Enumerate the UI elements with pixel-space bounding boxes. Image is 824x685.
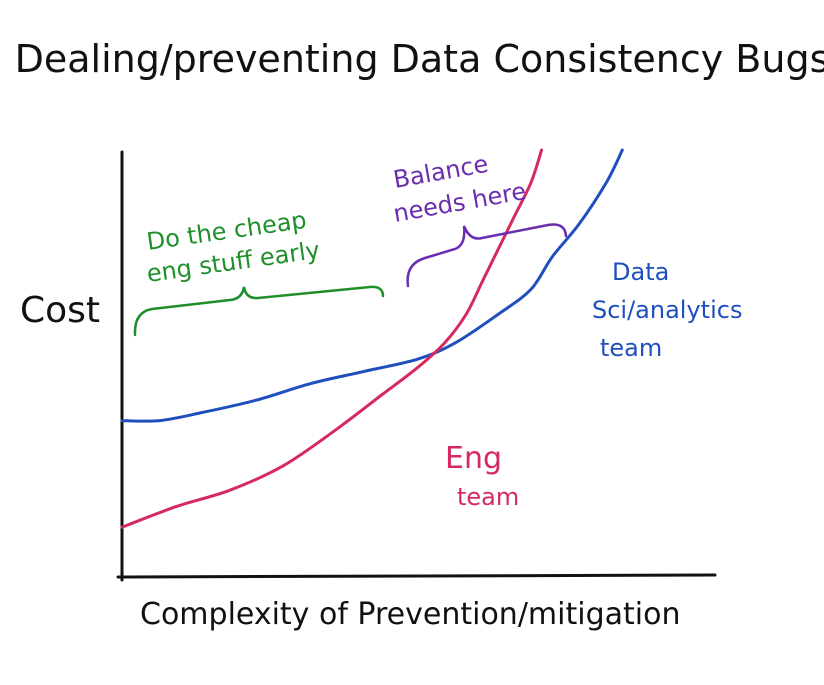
x-axis-line bbox=[116, 573, 717, 579]
purple-brace bbox=[406, 223, 568, 288]
annotation-balance: Balance needs here bbox=[391, 150, 568, 288]
annotation-data-team-line1: Data bbox=[612, 258, 669, 286]
y-axis-label: Cost bbox=[20, 290, 100, 331]
series-line-eng-team bbox=[120, 148, 544, 529]
annotation-eng-team: Eng team bbox=[445, 441, 519, 511]
annotation-data-team-line3: team bbox=[600, 334, 662, 362]
annotation-cheap-eng: Do the cheap eng stuff early bbox=[133, 206, 385, 337]
chart-title: Dealing/preventing Data Consistency Bugs bbox=[15, 37, 824, 81]
series-line-data-team bbox=[120, 148, 624, 423]
annotation-data-team-line2: Sci/analytics bbox=[592, 296, 742, 324]
green-brace bbox=[133, 285, 385, 337]
series-layer bbox=[120, 148, 624, 529]
annotation-eng-team-line1: Eng bbox=[445, 441, 502, 476]
x-axis-label: Complexity of Prevention/mitigation bbox=[140, 597, 680, 632]
annotation-eng-team-line2: team bbox=[457, 483, 519, 511]
annotation-data-team: Data Sci/analytics team bbox=[592, 258, 742, 362]
